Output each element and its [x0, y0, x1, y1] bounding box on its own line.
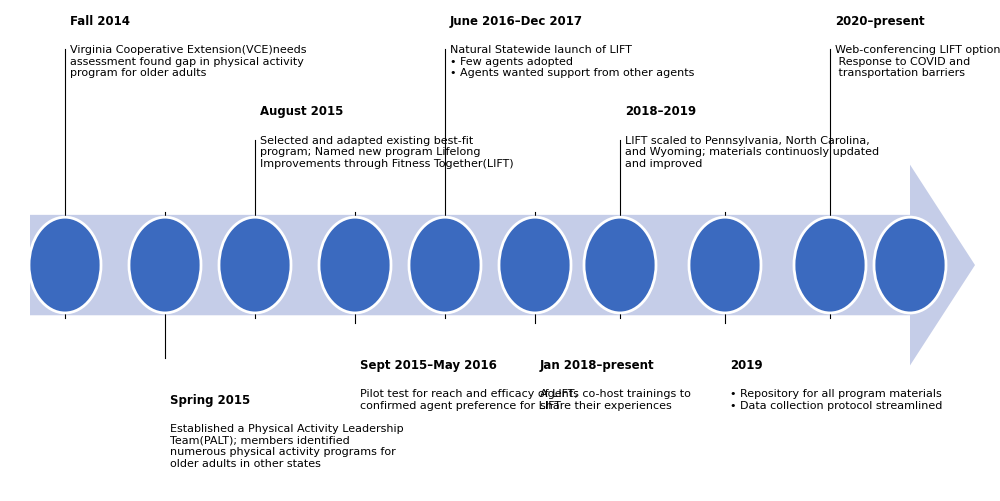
- Text: Established a Physical Activity Leadership
Team(PALT); members identified
numero: Established a Physical Activity Leadersh…: [170, 423, 404, 468]
- Ellipse shape: [794, 218, 866, 313]
- Text: 2018–2019: 2018–2019: [625, 105, 696, 118]
- Text: Selected and adapted existing best-fit
program; Named new program Lifelong
Impro: Selected and adapted existing best-fit p…: [260, 135, 514, 168]
- Text: Jan 2018–present: Jan 2018–present: [540, 358, 655, 371]
- Ellipse shape: [129, 218, 201, 313]
- Text: Web-conferencing LIFT option
 Response to COVID and
 transportation barriers: Web-conferencing LIFT option Response to…: [835, 45, 1000, 78]
- Text: 2020–present: 2020–present: [835, 15, 925, 28]
- Text: June 2016–Dec 2017: June 2016–Dec 2017: [450, 15, 583, 28]
- Text: Natural Statewide launch of LIFT
• Few agents adopted
• Agents wanted support fr: Natural Statewide launch of LIFT • Few a…: [450, 45, 694, 78]
- Text: Spring 2015: Spring 2015: [170, 393, 250, 406]
- Ellipse shape: [584, 218, 656, 313]
- Text: Fall 2014: Fall 2014: [70, 15, 130, 28]
- Ellipse shape: [219, 218, 291, 313]
- Text: • Repository for all program materials
• Data collection protocol streamlined: • Repository for all program materials •…: [730, 388, 942, 410]
- Text: LIFT scaled to Pennsylvania, North Carolina,
and Wyoming; materials continuosly : LIFT scaled to Pennsylvania, North Carol…: [625, 135, 879, 168]
- Text: Pilot test for reach and efficacy of LIFT;
confirmed agent preference for LIFT: Pilot test for reach and efficacy of LIF…: [360, 388, 578, 410]
- Text: 2019: 2019: [730, 358, 763, 371]
- Ellipse shape: [409, 218, 481, 313]
- Ellipse shape: [29, 218, 101, 313]
- Text: Sept 2015–May 2016: Sept 2015–May 2016: [360, 358, 497, 371]
- Text: August 2015: August 2015: [260, 105, 343, 118]
- Ellipse shape: [874, 218, 946, 313]
- Polygon shape: [30, 165, 975, 366]
- Ellipse shape: [319, 218, 391, 313]
- Ellipse shape: [689, 218, 761, 313]
- Ellipse shape: [499, 218, 571, 313]
- Text: Agents co-host trainings to
share their experiences: Agents co-host trainings to share their …: [540, 388, 691, 410]
- Text: Virginia Cooperative Extension(VCE)needs
assessment found gap in physical activi: Virginia Cooperative Extension(VCE)needs…: [70, 45, 306, 78]
